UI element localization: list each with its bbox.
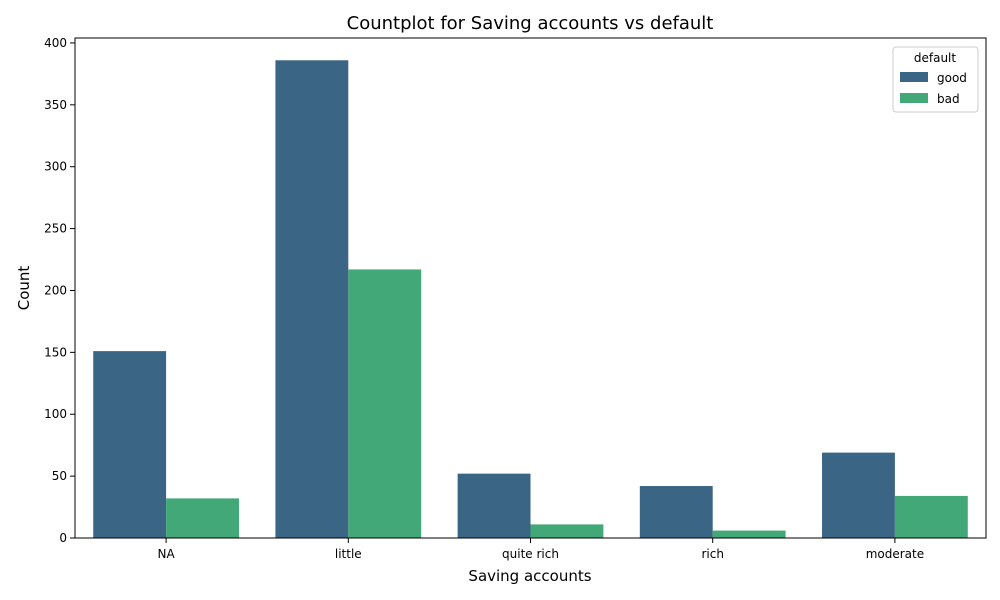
legend-label-bad: bad bbox=[937, 92, 960, 106]
legend-swatch-good bbox=[900, 72, 928, 82]
y-tick-label: 50 bbox=[52, 469, 67, 483]
bar-good-rich bbox=[639, 486, 713, 538]
bar-bad-moderate bbox=[894, 495, 968, 538]
y-tick-label: 400 bbox=[44, 36, 67, 50]
x-tick-label: little bbox=[335, 547, 362, 561]
y-tick-label: 350 bbox=[44, 98, 67, 112]
bar-bad-quite-rich bbox=[530, 524, 604, 538]
x-tick-label: rich bbox=[701, 547, 723, 561]
x-tick-label: moderate bbox=[866, 547, 924, 561]
x-axis-label: Saving accounts bbox=[468, 567, 591, 585]
x-tick-label: quite rich bbox=[502, 547, 559, 561]
y-axis-label: Count bbox=[15, 266, 33, 311]
x-axis: NA little quite rich rich moderate bbox=[158, 538, 924, 561]
y-tick-label: 0 bbox=[59, 531, 67, 545]
legend-swatch-bad bbox=[900, 93, 928, 103]
bars-group bbox=[93, 60, 968, 539]
chart-title: Countplot for Saving accounts vs default bbox=[347, 13, 714, 34]
bar-bad-little bbox=[348, 269, 422, 538]
bar-good-little bbox=[275, 60, 349, 539]
legend-label-good: good bbox=[937, 71, 967, 85]
bar-bad-NA bbox=[166, 498, 239, 538]
bar-good-NA bbox=[93, 351, 167, 538]
plot-frame bbox=[74, 37, 987, 539]
y-tick-label: 150 bbox=[44, 345, 67, 359]
x-tick-label: NA bbox=[158, 547, 176, 561]
bar-good-moderate bbox=[822, 452, 895, 538]
legend: default good bad bbox=[892, 46, 979, 113]
y-axis: 0 50 100 150 200 250 300 350 400 bbox=[44, 36, 75, 545]
y-tick-label: 300 bbox=[44, 160, 67, 174]
bar-good-quite-rich bbox=[457, 473, 531, 538]
bar-bad-rich bbox=[712, 530, 786, 538]
y-tick-label: 250 bbox=[44, 222, 67, 236]
y-tick-label: 100 bbox=[44, 407, 67, 421]
legend-title: default bbox=[914, 51, 957, 65]
y-tick-label: 200 bbox=[44, 283, 67, 297]
